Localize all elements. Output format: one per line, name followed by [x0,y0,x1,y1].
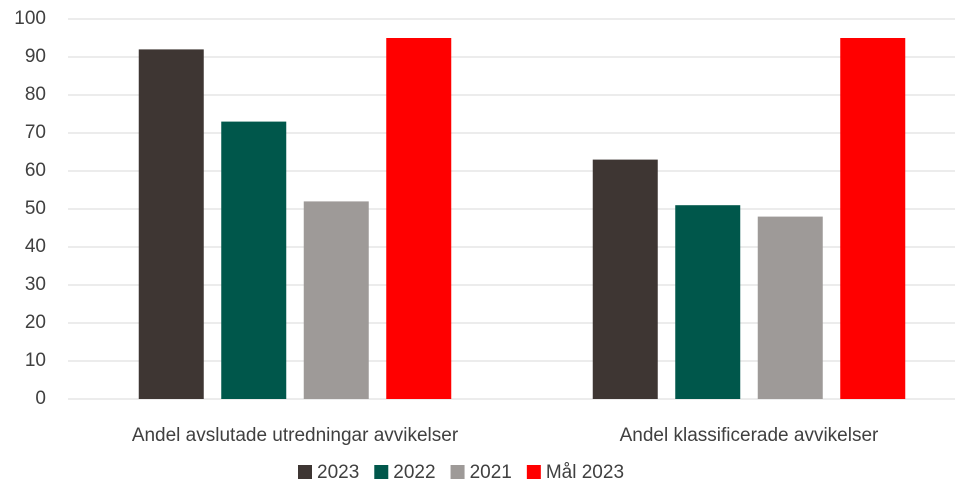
y-tick-label: 30 [25,274,46,295]
bar [221,121,287,399]
y-tick-label: 10 [25,350,46,371]
y-tick-label: 50 [25,198,46,219]
bar [592,159,658,399]
bar [386,38,452,399]
x-tick-label: Andel klassificerade avvikelser [620,425,879,446]
bar [675,205,741,399]
legend-swatch [526,465,541,479]
y-tick-label: 40 [25,236,46,257]
y-tick-label: 80 [25,84,46,105]
legend-label: 2023 [317,462,359,483]
legend-label: 2021 [470,462,512,483]
y-tick-label: 0 [35,388,46,409]
x-tick-label: Andel avslutade utredningar avvikelser [132,425,459,446]
y-tick-label: 20 [25,312,46,333]
legend-swatch [374,465,389,479]
bar [138,49,204,400]
bar [757,216,823,399]
legend-swatch [298,465,312,479]
y-tick-label: 90 [25,46,46,67]
legend-swatch [450,465,465,479]
bar [303,201,369,399]
y-tick-label: 70 [25,122,46,143]
bar [840,38,906,399]
legend-label: Mål 2023 [546,462,624,483]
y-tick-label: 60 [25,160,46,181]
y-tick-label: 100 [14,8,46,29]
legend-label: 2022 [393,462,435,483]
